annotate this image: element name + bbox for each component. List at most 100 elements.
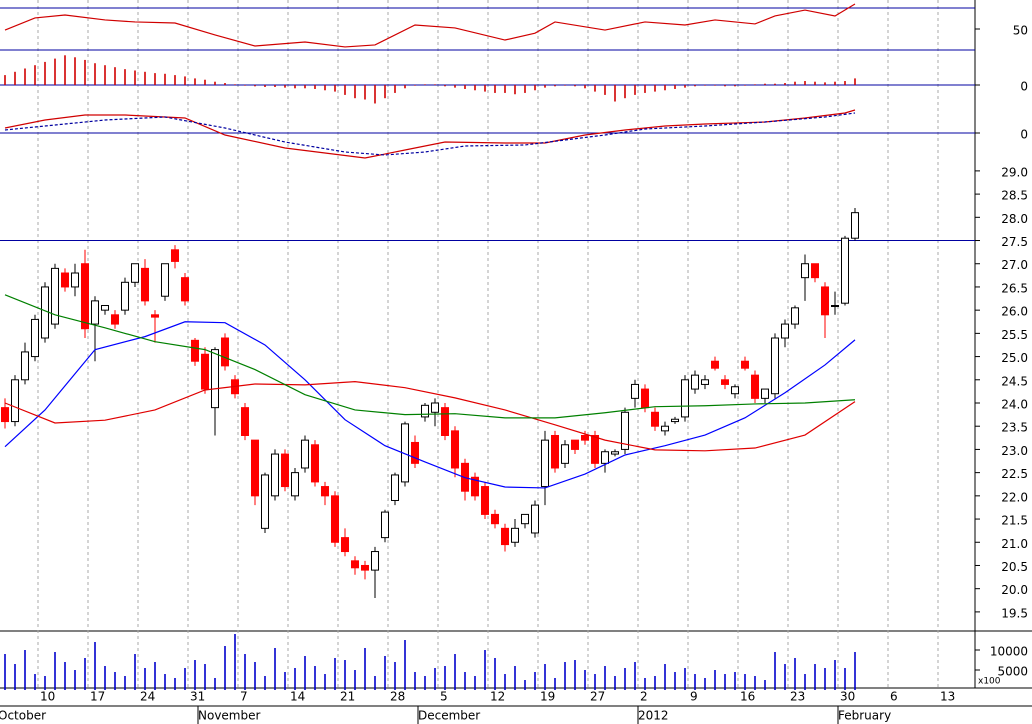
moving-average [4, 321, 856, 489]
candle-body [81, 263, 89, 330]
candle-body [841, 237, 849, 304]
candle-body [211, 349, 219, 409]
y-tick-label: 50 [1013, 23, 1028, 37]
moving-average [4, 381, 856, 452]
month-label: November [198, 709, 260, 723]
candle-body [621, 411, 629, 450]
candle-body [501, 527, 509, 546]
candle-body [751, 374, 759, 399]
x-tick-label: 6 [890, 690, 898, 704]
candle-body [321, 486, 329, 497]
candle-body [721, 379, 729, 385]
unit-label: x100 [978, 677, 1001, 687]
candle-body [581, 434, 589, 441]
candle-body [481, 486, 489, 515]
y-tick-label: 23.0 [1001, 444, 1028, 458]
candle-body [821, 286, 829, 316]
candle-body [181, 277, 189, 302]
candle-body [331, 495, 339, 543]
candle-body [671, 418, 679, 423]
candle-body [121, 281, 129, 311]
y-tick-label: 10000 [990, 645, 1028, 659]
candle-body [161, 263, 169, 297]
moving-average [4, 294, 856, 419]
candle-body [241, 407, 249, 436]
x-tick-label: 17 [90, 690, 105, 704]
candle-body [11, 379, 19, 423]
y-tick-label: 26.0 [1001, 305, 1028, 319]
x-tick-label: 13 [940, 690, 955, 704]
candle-body [191, 339, 199, 362]
candle-body [511, 527, 519, 543]
indicator-line [4, 109, 856, 159]
y-tick-label: 24.5 [1001, 374, 1028, 388]
candle-body [641, 388, 649, 409]
x-tick-label: 5 [440, 690, 448, 704]
y-tick-label: 21.0 [1001, 537, 1028, 551]
x-tick-label: 7 [240, 690, 248, 704]
x-tick-label: 9 [690, 690, 698, 704]
x-tick-label: 21 [340, 690, 355, 704]
candle-body [601, 451, 609, 464]
candle-body [151, 314, 159, 318]
y-tick-label: 28.0 [1001, 212, 1028, 226]
candle-body [791, 307, 799, 325]
y-tick-label: 21.5 [1001, 514, 1028, 528]
month-label: December [418, 709, 480, 723]
x-tick-label: 31 [190, 690, 205, 704]
candle-body [341, 537, 349, 553]
candle-body [41, 286, 49, 339]
y-tick-label: 0 [1020, 80, 1028, 94]
candle-body [201, 353, 209, 390]
y-tick-label: 22.5 [1001, 467, 1028, 481]
candle-body [771, 337, 779, 395]
candle-body [561, 444, 569, 464]
candle-body [261, 474, 269, 529]
candle-body [361, 564, 369, 571]
candle-body [71, 272, 79, 288]
y-tick-label: 20.5 [1001, 560, 1028, 574]
candle-body [351, 560, 359, 569]
y-tick-label: 29.0 [1001, 165, 1028, 179]
candle-body [391, 474, 399, 501]
candle-body [411, 441, 419, 464]
x-tick-label: 27 [590, 690, 605, 704]
candle-body [171, 249, 179, 262]
candle-body [31, 318, 39, 358]
candle-body [711, 360, 719, 369]
candle-body [131, 263, 139, 283]
y-tick-label: 22.0 [1001, 490, 1028, 504]
candle-body [491, 513, 499, 525]
candle-body [141, 267, 149, 302]
candle-body [251, 439, 259, 497]
x-tick-label: 24 [140, 690, 155, 704]
x-tick-label: 16 [740, 690, 755, 704]
candle-body [851, 212, 859, 239]
candle-body [701, 379, 709, 385]
x-tick-label: 10 [40, 690, 55, 704]
candle-body [571, 439, 579, 450]
candle-body [61, 272, 69, 288]
candle-body [761, 388, 769, 399]
candle-body [631, 383, 639, 399]
x-tick-label: 28 [390, 690, 405, 704]
candle-body [471, 476, 479, 497]
month-label: 2012 [638, 709, 669, 723]
candle-body [661, 425, 669, 432]
candle-body [431, 402, 439, 413]
candle-body [271, 453, 279, 497]
candle-body [531, 504, 539, 534]
indicator-line [4, 112, 856, 156]
x-tick-label: 2 [640, 690, 648, 704]
candle-body [521, 513, 529, 525]
candle-body [291, 472, 299, 497]
candle-body [451, 430, 459, 469]
y-tick-label: 28.5 [1001, 189, 1028, 203]
y-tick-label: 5000 [997, 665, 1028, 679]
candle-body [651, 411, 659, 427]
x-tick-label: 14 [290, 690, 305, 704]
month-label: February [838, 709, 891, 723]
candle-body [741, 360, 749, 369]
